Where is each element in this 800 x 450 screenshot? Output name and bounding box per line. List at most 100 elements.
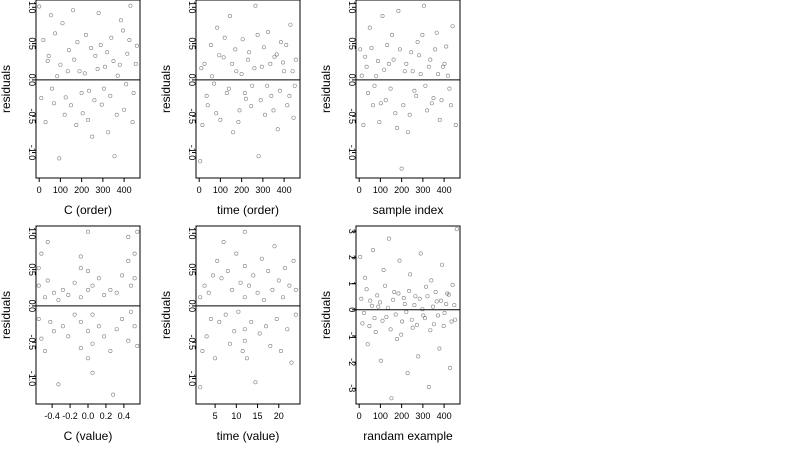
data-point xyxy=(234,69,239,74)
data-point xyxy=(83,32,88,37)
data-point xyxy=(242,338,247,343)
data-point xyxy=(48,319,53,324)
data-point xyxy=(93,53,98,58)
data-point xyxy=(263,324,268,329)
data-point xyxy=(380,318,385,323)
data-point xyxy=(448,103,453,108)
data-point xyxy=(105,50,110,55)
y-tick-label: -1.0 xyxy=(347,145,357,161)
data-point xyxy=(412,303,417,308)
data-point xyxy=(441,323,446,328)
y-axis-title: residuals xyxy=(159,291,173,339)
data-point xyxy=(51,329,56,334)
data-point xyxy=(415,40,420,45)
panel-4: -0.4 -0.2 0.0 0.2 0.4 -1.0 -0.5 0.0 0.5 1.0 C (val… xyxy=(0,225,141,443)
data-point xyxy=(204,93,209,98)
data-point xyxy=(275,127,280,132)
data-point xyxy=(58,62,63,67)
data-point xyxy=(79,91,84,96)
data-point xyxy=(198,159,203,164)
data-point xyxy=(369,45,374,50)
data-point xyxy=(221,55,226,60)
data-point xyxy=(101,86,106,91)
data-point xyxy=(66,292,71,297)
data-point xyxy=(126,234,131,239)
data-point xyxy=(429,278,434,283)
data-point xyxy=(198,295,203,300)
data-point xyxy=(293,312,298,317)
data-point xyxy=(404,61,409,66)
data-point xyxy=(36,283,41,288)
data-point xyxy=(370,103,375,108)
data-point xyxy=(255,290,260,295)
panel-5: 5 10 15 20 -1.0 -0.5 0.0 0.5 1.0 time (value) resi… xyxy=(159,225,301,443)
data-point xyxy=(410,69,415,74)
data-point xyxy=(397,47,402,52)
data-point xyxy=(391,297,396,302)
data-point xyxy=(246,57,251,62)
y-tick-label: -0.5 xyxy=(27,334,37,350)
scatter-points xyxy=(37,3,139,161)
x-tick-label: 400 xyxy=(437,185,452,195)
y-tick-label: 0.0 xyxy=(27,74,37,87)
data-point xyxy=(114,290,119,295)
data-point xyxy=(49,86,54,91)
data-point xyxy=(90,134,95,139)
y-tick-label: 1.0 xyxy=(27,1,37,14)
data-point xyxy=(385,305,390,310)
y-tick-label: 0.5 xyxy=(27,37,37,50)
data-point xyxy=(134,43,139,48)
data-point xyxy=(375,58,380,63)
data-point xyxy=(56,298,61,303)
data-point xyxy=(407,112,412,117)
x-axis-title: time (value) xyxy=(217,429,280,443)
x-tick-label: 10 xyxy=(231,411,241,421)
y-tick-label: -1.0 xyxy=(187,371,197,387)
data-point xyxy=(360,321,365,326)
data-point xyxy=(228,341,233,346)
data-point xyxy=(120,316,125,321)
data-point xyxy=(217,319,222,324)
y-tick-label: -1 xyxy=(347,332,357,340)
data-point xyxy=(272,54,277,59)
data-point xyxy=(211,273,216,278)
x-tick-label: -0.4 xyxy=(44,411,60,421)
data-point xyxy=(367,323,372,328)
data-point xyxy=(117,62,122,67)
data-point xyxy=(82,71,87,76)
y-tick-label: 1.0 xyxy=(187,1,197,14)
data-point xyxy=(405,130,410,135)
data-point xyxy=(370,248,375,253)
data-point xyxy=(361,123,366,128)
data-point xyxy=(45,278,50,283)
data-point xyxy=(114,112,119,117)
y-tick-label: -0.5 xyxy=(187,334,197,350)
data-point xyxy=(431,322,436,327)
y-tick-label: 1.0 xyxy=(347,1,357,14)
data-point xyxy=(377,300,382,305)
data-point xyxy=(396,8,401,13)
data-point xyxy=(408,272,413,277)
data-point xyxy=(222,35,227,40)
y-tick-label: 0.0 xyxy=(347,74,357,87)
data-point xyxy=(381,267,386,272)
data-point xyxy=(372,83,377,88)
data-point xyxy=(132,276,137,281)
data-point xyxy=(131,91,136,96)
data-point xyxy=(234,251,239,256)
data-point xyxy=(284,42,289,47)
data-point xyxy=(418,72,423,77)
y-tick-label: -1.0 xyxy=(27,145,37,161)
data-point xyxy=(43,120,48,125)
data-point xyxy=(359,73,364,78)
data-point xyxy=(242,327,247,332)
data-point xyxy=(121,28,126,33)
plot-frame xyxy=(355,225,461,405)
data-point xyxy=(66,48,71,53)
data-point xyxy=(450,24,455,29)
x-tick-label: 300 xyxy=(415,411,430,421)
data-point xyxy=(225,268,230,273)
data-point xyxy=(382,67,387,72)
data-point xyxy=(86,229,91,234)
y-tick-label: 0.0 xyxy=(187,74,197,87)
